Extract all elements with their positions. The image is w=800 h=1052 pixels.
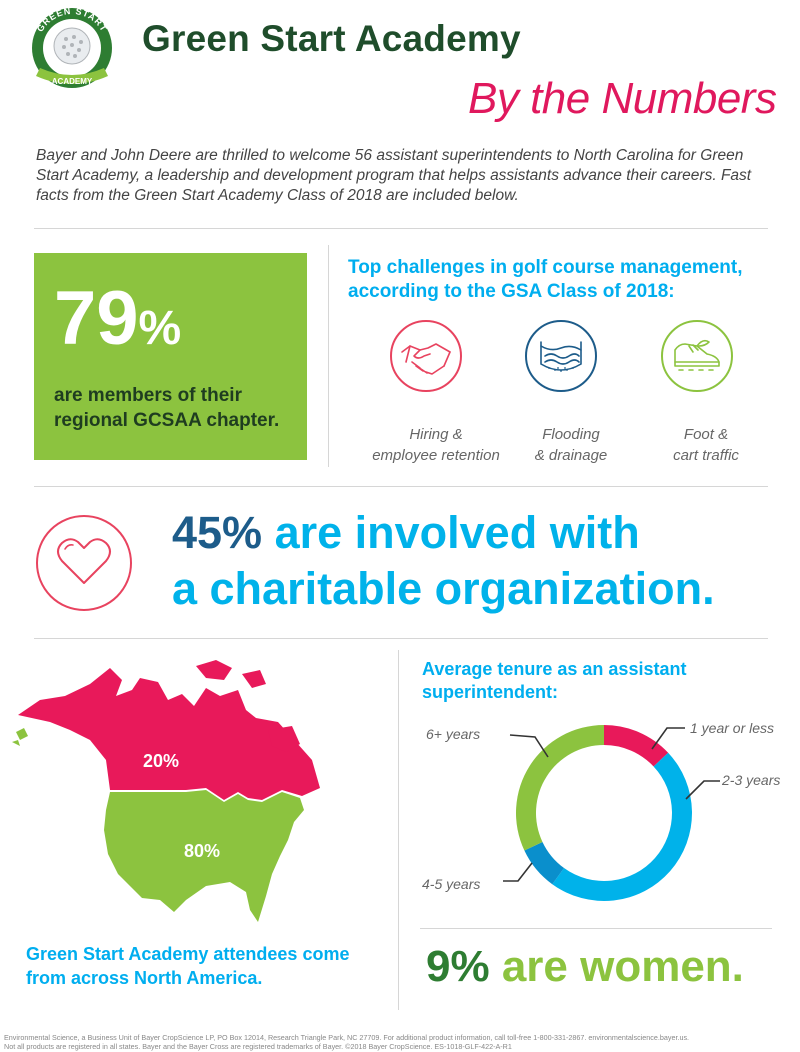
map-caption: Green Start Academy attendees come from …: [26, 944, 350, 988]
members-stat-box: 79% are members of their regional GCSAA …: [34, 253, 307, 460]
shoe-icon: [661, 320, 733, 392]
leader-line-two-three: [685, 780, 720, 800]
leader-line-one-or-less: [651, 727, 685, 750]
donut-segment-6-years: [516, 725, 604, 851]
tenure-title: Average tenure as an assistant superinte…: [422, 659, 687, 702]
canada-label: 20%: [143, 751, 179, 771]
leader-line-four-five: [503, 862, 533, 882]
us-label: 80%: [184, 841, 220, 861]
charity-line-2: a charitable organization.: [172, 563, 715, 614]
label-six-plus: 6+ years: [426, 726, 480, 742]
challenge-label-traffic: Foot & cart traffic: [673, 426, 739, 464]
divider-vertical: [328, 245, 329, 467]
challenge-label-flooding: Flooding & drainage: [534, 426, 608, 464]
north-america-map: 20% 80%: [10, 660, 340, 930]
challenges-title: Top challenges in golf course management…: [348, 257, 743, 302]
divider: [420, 928, 772, 929]
tenure-donut-chart: 6+ years 1 year or less 2-3 years 4-5 ye…: [422, 720, 780, 901]
page-subtitle: By the Numbers: [468, 74, 777, 123]
handshake-icon: [390, 320, 462, 392]
divider: [34, 228, 768, 229]
donut-segment-4-5-years: [524, 841, 565, 885]
label-one-or-less: 1 year or less: [690, 720, 774, 736]
logo-text-bottom: ACADEMY: [52, 77, 93, 86]
intro-paragraph: Bayer and John Deere are thrilled to wel…: [36, 147, 752, 204]
label-two-three: 2-3 years: [721, 772, 780, 788]
footer: Environmental Science, a Business Unit o…: [4, 1033, 690, 1051]
charity-line-1: 45% are involved with: [172, 507, 640, 558]
divider: [34, 638, 768, 639]
label-four-five: 4-5 years: [422, 876, 480, 892]
leader-line-six-plus: [509, 734, 549, 758]
members-text: are members of their regional GCSAA chap…: [54, 385, 280, 431]
donut-segment-2-3-years: [552, 752, 692, 901]
water-icon: [525, 320, 597, 392]
women-stat: 9% are women.: [426, 942, 744, 991]
heart-icon: [36, 515, 132, 611]
page-title: Green Start Academy: [142, 18, 521, 59]
divider-vertical: [398, 650, 399, 1010]
donut-segment-1-year-or-less: [604, 725, 669, 767]
divider: [34, 486, 768, 487]
members-percent: 79%: [54, 276, 182, 361]
logo: GREEN START ACADEMY: [22, 6, 122, 90]
challenge-label-hiring: Hiring & employee retention: [372, 426, 500, 464]
